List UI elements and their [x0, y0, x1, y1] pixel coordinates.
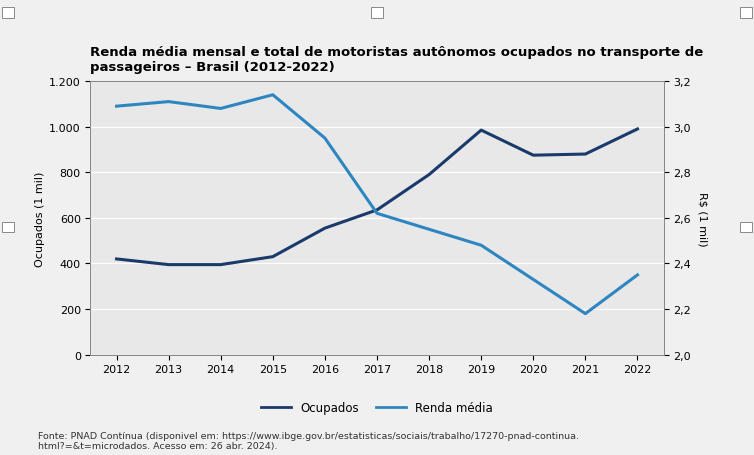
Legend: Ocupados, Renda média: Ocupados, Renda média [256, 396, 498, 419]
Text: Renda média mensal e total de motoristas autônomos ocupados no transporte de
pas: Renda média mensal e total de motoristas… [90, 46, 703, 74]
Y-axis label: R$ (1 mil): R$ (1 mil) [697, 191, 708, 246]
Text: Fonte: PNAD Contínua (disponivel em: https://www.ibge.gov.br/estatisticas/sociai: Fonte: PNAD Contínua (disponivel em: htt… [38, 431, 579, 450]
Y-axis label: Ocupados (1 mil): Ocupados (1 mil) [35, 171, 44, 266]
